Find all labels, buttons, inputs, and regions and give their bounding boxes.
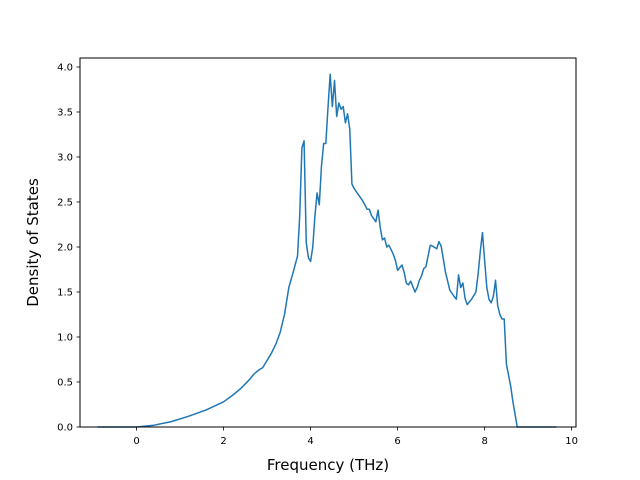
y-tick-label: 1.0 <box>57 333 73 344</box>
series-line-group <box>97 73 557 428</box>
plot-frame <box>79 57 577 428</box>
x-axis-label: Frequency (THz) <box>267 456 389 474</box>
y-tick-label: 4.0 <box>57 63 73 74</box>
y-tick-label: 2.0 <box>57 243 73 254</box>
x-tick-label: 6 <box>394 436 400 447</box>
y-tick-label: 0.0 <box>57 423 73 434</box>
y-tick-label: 3.5 <box>57 108 73 119</box>
y-tick-label: 1.5 <box>57 288 73 299</box>
x-tick-label: 4 <box>307 436 313 447</box>
x-tick-label: 10 <box>565 436 578 447</box>
y-axis: 0.0 0.5 1.0 1.5 2.0 2.5 3.0 3.5 4.0 <box>57 63 80 434</box>
y-tick-label: 0.5 <box>57 378 73 389</box>
x-tick-label: 8 <box>481 436 487 447</box>
y-tick-label: 3.0 <box>57 153 73 164</box>
x-tick-label: 2 <box>220 436 226 447</box>
y-axis-label: Density of States <box>24 178 42 307</box>
x-axis: 0 2 4 6 8 10 <box>133 427 578 447</box>
dos-series-line <box>97 73 557 428</box>
x-tick-label: 0 <box>133 436 139 447</box>
y-tick-label: 2.5 <box>57 198 73 209</box>
